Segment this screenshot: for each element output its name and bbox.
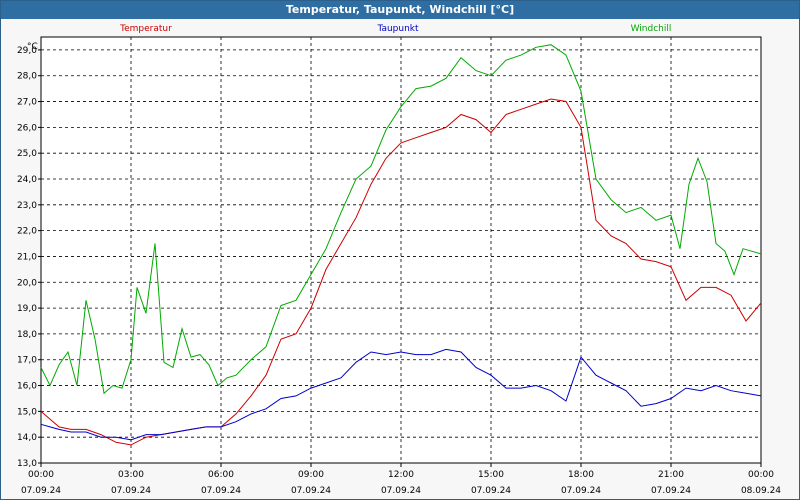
x-tick-time: 09:00 <box>298 470 324 480</box>
x-tick-date: 07.09.24 <box>201 486 241 496</box>
x-tick-date: 07.09.24 <box>111 486 151 496</box>
x-tick-date: 07.09.24 <box>291 486 331 496</box>
y-tick-label: 28,0 <box>17 72 37 82</box>
x-tick-time: 15:00 <box>478 470 504 480</box>
series-line-temperatur <box>40 98 762 446</box>
x-tick-time: 18:00 <box>568 470 594 480</box>
x-tick-time: 00:00 <box>28 470 54 480</box>
grid-lines <box>41 37 761 463</box>
y-tick-label: 25,0 <box>17 149 37 159</box>
legend-windchill: Windchill <box>631 24 672 34</box>
x-tick-date: 07.09.24 <box>651 486 691 496</box>
y-tick-label: 14,0 <box>17 433 37 443</box>
y-tick-label: 19,0 <box>17 304 37 314</box>
y-tick-label: 20,0 <box>17 278 37 288</box>
y-tick-label: 16,0 <box>17 382 37 392</box>
x-axis-ticks: 00:00 07.09.24 03:00 07.09.24 06:00 07.09.24 0… <box>21 463 781 496</box>
x-tick-time: 12:00 <box>388 470 414 480</box>
x-tick-date: 07.09.24 <box>561 486 601 496</box>
y-tick-label: 22,0 <box>17 227 37 237</box>
y-tick-label: 15,0 <box>17 407 37 417</box>
y-tick-label: 27,0 <box>17 98 37 108</box>
y-tick-label: 24,0 <box>17 175 37 185</box>
x-tick-time: 06:00 <box>208 470 234 480</box>
chart-title: Temperatur, Taupunkt, Windchill [°C] <box>1 1 799 19</box>
legend-taupunkt: Taupunkt <box>376 24 419 34</box>
y-tick-label: 18,0 <box>17 330 37 340</box>
y-tick-label: 21,0 <box>17 252 37 262</box>
series-lines <box>40 44 762 446</box>
x-tick-date: 07.09.24 <box>381 486 421 496</box>
x-tick-date: 08.09.24 <box>741 486 781 496</box>
y-axis-unit: °C <box>27 42 38 52</box>
x-tick-time: 00:00 <box>748 470 774 480</box>
x-tick-time: 21:00 <box>658 470 684 480</box>
y-tick-label: 23,0 <box>17 201 37 211</box>
series-line-taupunkt <box>40 348 762 441</box>
x-tick-time: 03:00 <box>118 470 144 480</box>
legend-temperatur: Temperatur <box>119 24 172 34</box>
legend: Temperatur Taupunkt Windchill <box>119 24 671 34</box>
y-tick-label: 29,0 <box>17 46 37 56</box>
chart-canvas: 13,0 14,0 15,0 16,0 17,0 18,0 19,0 20,0 21,0 22,0… <box>17 24 781 496</box>
x-tick-date: 07.09.24 <box>21 486 61 496</box>
y-tick-label: 17,0 <box>17 356 37 366</box>
y-axis-ticks: 13,0 14,0 15,0 16,0 17,0 18,0 19,0 20,0 21,0 22,0… <box>17 46 41 469</box>
x-tick-date: 07.09.24 <box>471 486 511 496</box>
y-tick-label: 26,0 <box>17 123 37 133</box>
series-line-windchill <box>40 44 762 395</box>
y-tick-label: 13,0 <box>17 459 37 469</box>
